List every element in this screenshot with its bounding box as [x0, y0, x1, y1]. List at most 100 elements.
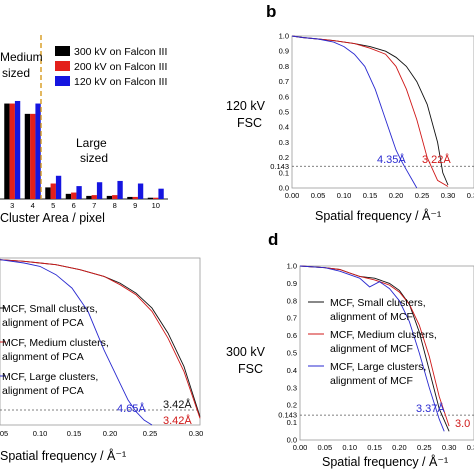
- region-label-large: sized: [80, 151, 108, 165]
- bar-legend-label: 120 kV on Falcon III: [74, 76, 167, 88]
- fsc-plot-frame: [0, 257, 201, 426]
- fsc-b-resolution-label: 3.22Å: [422, 153, 451, 166]
- bar-300kv-cat-10: [147, 197, 154, 199]
- fsc-x-tick-label: 0.05: [318, 443, 333, 452]
- fsc-y-tick-label: 0.4: [287, 366, 297, 375]
- bar-legend-label: 300 kV on Falcon III: [74, 46, 167, 58]
- fsc-y-tick-label: 0.8: [279, 62, 289, 71]
- fsc-y-tick-label: 0.1: [279, 168, 289, 177]
- fsc-y-tick-label: 0.9: [279, 47, 289, 56]
- bar-300kv-cat-7: [86, 195, 92, 199]
- fsc-c-x-axis-label: Spatial frequency / Å⁻¹: [0, 448, 126, 463]
- fsc-y-tick-label: 0.6: [279, 92, 289, 101]
- fsc-d-resolution-label: 3.0: [455, 418, 470, 430]
- fsc-c-legend-label: alignment of PCA: [2, 385, 84, 397]
- fsc-x-tick-label: 0.00: [293, 443, 308, 452]
- bar-300kv-cat-3: [4, 103, 10, 199]
- fsc-y-tick-label: 0.8: [287, 296, 297, 305]
- fsc-x-tick-label: 0.25: [415, 191, 430, 200]
- fsc-x-tick-label: 0.10: [33, 429, 48, 438]
- fsc-d-legend-label: alignment of MCF: [330, 343, 413, 355]
- bar-200kv-cat-9: [132, 196, 138, 199]
- fsc-b-curve-2: [291, 35, 418, 189]
- bar-120kv-cat-7: [96, 182, 103, 199]
- bar-200kv-cat-7: [91, 195, 97, 199]
- fsc-x-tick-label: 0.00: [285, 191, 300, 200]
- bar-tick-label: 9: [133, 201, 137, 210]
- fsc-y-tick-label: 0.143: [278, 411, 297, 420]
- bar-200kv-cat-8: [112, 195, 118, 199]
- fsc-c-legend-label: MCF, Large clusters,: [2, 371, 98, 383]
- fsc-x-tick-label: 0.25: [417, 443, 432, 452]
- fsc-x-tick-label: 0.25: [143, 429, 158, 438]
- bar-tick-label: 5: [51, 201, 55, 210]
- fsc-d-legend-label: alignment of MCF: [330, 375, 413, 387]
- fsc-y-tick-label: 0.2: [279, 153, 289, 162]
- bar-legend-swatch: [55, 46, 70, 56]
- bar-200kv-cat-4: [30, 113, 36, 199]
- fsc-d-curve-2: [299, 265, 445, 432]
- fsc-x-tick-label: 0.30: [441, 191, 456, 200]
- bar-200kv-cat-10: [153, 197, 159, 199]
- fsc-x-tick-label: 0.20: [389, 191, 404, 200]
- bar-120kv-cat-5: [55, 175, 62, 199]
- fsc-y-tick-label: 0.6: [287, 331, 297, 340]
- fsc-b-x-axis-label: Spatial frequency / Å⁻¹: [315, 208, 441, 223]
- fsc-y-tick-label: 0.1: [287, 418, 297, 427]
- fsc-c-legend-label: MCF, Small clusters,: [2, 303, 98, 315]
- fsc-y-tick-label: 0.7: [279, 77, 289, 86]
- region-label-medium: sized: [2, 66, 30, 80]
- region-label-large: Large: [76, 136, 107, 150]
- bar-tick-label: 4: [31, 201, 35, 210]
- fsc-b-y-label: 120 kV: [226, 99, 266, 113]
- bar-300kv-cat-4: [24, 113, 31, 199]
- fsc-c-resolution-label: 3.42Å: [163, 398, 192, 411]
- fsc-y-tick-label: 1.0: [279, 32, 289, 41]
- fsc-y-tick-label: 0.7: [287, 314, 297, 323]
- bar-tick-label: 10: [152, 201, 160, 210]
- bar-200kv-cat-5: [50, 183, 56, 199]
- bar-300kv-cat-5: [45, 187, 51, 199]
- fsc-y-tick-label: 0.2: [287, 401, 297, 410]
- fsc-x-tick-label: 0.10: [337, 191, 352, 200]
- fsc-x-tick-label: 0.10: [342, 443, 357, 452]
- bar-legend-swatch: [55, 76, 70, 86]
- fsc-y-tick-label: 0.0: [287, 436, 297, 445]
- fsc-plot-frame: [299, 265, 474, 441]
- bar-120kv-cat-6: [76, 186, 82, 199]
- fsc-y-tick-label: 0.3: [287, 383, 297, 392]
- bar-tick-label: 3: [10, 201, 14, 210]
- fsc-x-tick-label: 0.30: [442, 443, 457, 452]
- bar-tick-label: 8: [113, 201, 117, 210]
- bar-200kv-cat-3: [9, 103, 15, 199]
- fsc-x-tick-label: 0.15: [67, 429, 82, 438]
- bar-legend-swatch: [55, 61, 70, 71]
- region-label-medium: Medium: [0, 50, 43, 64]
- fsc-y-tick-label: 0.3: [279, 138, 289, 147]
- fsc-y-tick-label: 1.0: [287, 262, 297, 271]
- bar-x-axis-label: Cluster Area / pixel: [0, 211, 105, 225]
- fsc-x-tick-label: 0.15: [367, 443, 382, 452]
- fsc-x-tick-label: 0.20: [392, 443, 407, 452]
- bar-120kv-cat-4: [35, 103, 41, 199]
- bar-300kv-cat-8: [106, 195, 113, 199]
- fsc-y-tick-label: 0.0: [279, 184, 289, 193]
- bar-300kv-cat-9: [127, 196, 133, 199]
- fsc-y-tick-label: 0.9: [287, 279, 297, 288]
- fsc-d-x-axis-label: Spatial frequency / Å⁻¹: [322, 454, 448, 469]
- fsc-x-tick-label: 0.05: [311, 191, 326, 200]
- fsc-b-y-label: FSC: [237, 116, 262, 130]
- fsc-b-resolution-label: 4.35Å: [377, 153, 406, 166]
- fsc-x-tick-label: 0.35: [467, 191, 474, 200]
- fsc-y-tick-label: 0.5: [279, 108, 289, 117]
- fsc-c-curve-2: [0, 259, 153, 426]
- fsc-plot-frame: [291, 35, 474, 189]
- fsc-x-tick-label: 0.30: [189, 429, 204, 438]
- bar-tick-label: 6: [72, 201, 76, 210]
- fsc-c-resolution-label: 4.65Å: [117, 402, 146, 415]
- fsc-d-legend-label: MCF, Large clusters,: [330, 361, 426, 373]
- fsc-d-legend-label: MCF, Medium clusters,: [330, 329, 437, 341]
- fsc-c-legend-label: alignment of PCA: [2, 317, 84, 329]
- bar-120kv-cat-9: [137, 183, 144, 199]
- fsc-x-tick-label: 0.35: [467, 443, 474, 452]
